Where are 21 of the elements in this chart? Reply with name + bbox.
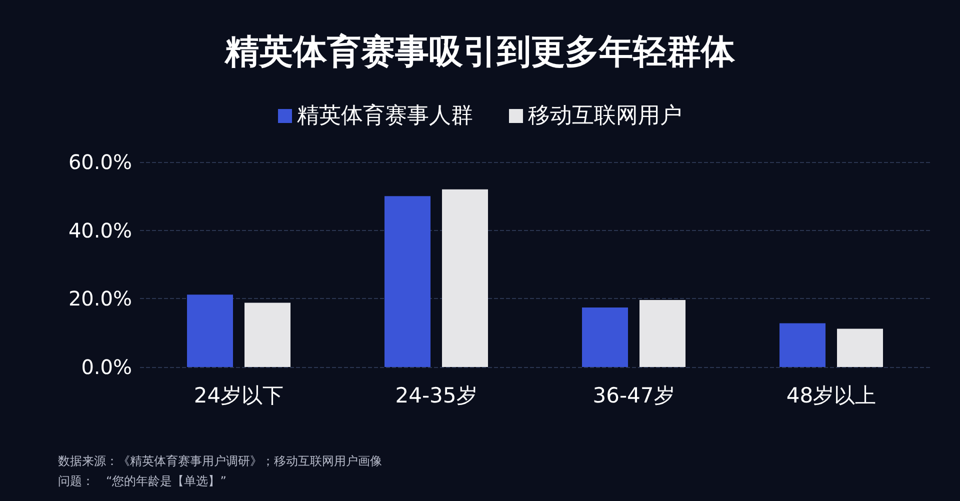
bar [384, 196, 430, 367]
bar [780, 323, 826, 367]
bar [837, 328, 883, 367]
x-tick-label: 24-35岁 [395, 384, 478, 408]
x-tick-label: 36-47岁 [592, 384, 675, 408]
source-note: 数据来源：《精英体育赛事用户调研》；移动互联网用户画像 [58, 454, 382, 468]
bar [640, 300, 686, 367]
legend-label: 移动互联网用户 [528, 104, 682, 128]
text: 问题： “您的年龄是【单选】” [58, 474, 226, 488]
bar [442, 189, 488, 367]
x-tick-label: 24岁以下 [194, 384, 284, 408]
y-tick-label: 60.0% [68, 150, 132, 174]
legend-label: 精英体育赛事人群 [297, 102, 473, 128]
chart-title: 精英体育赛事吸引到更多年轻群体 [224, 32, 736, 72]
y-tick-label: 0.0% [81, 355, 132, 379]
x-tick-label: 48岁以上 [786, 384, 876, 408]
bar [244, 302, 290, 367]
y-tick-label: 20.0% [68, 286, 132, 311]
y-tick-label: 40.0% [68, 218, 132, 242]
bar [582, 308, 628, 367]
bar [187, 294, 233, 367]
